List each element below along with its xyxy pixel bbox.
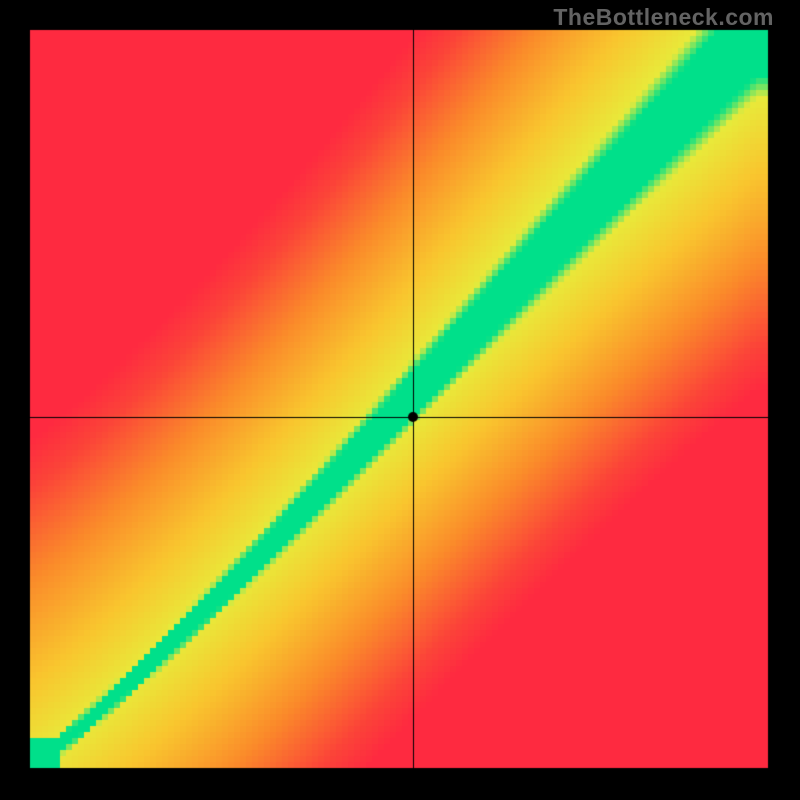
watermark-text: TheBottleneck.com xyxy=(553,4,774,31)
bottleneck-gradient-canvas xyxy=(0,0,800,800)
chart-stage: TheBottleneck.com xyxy=(0,0,800,800)
